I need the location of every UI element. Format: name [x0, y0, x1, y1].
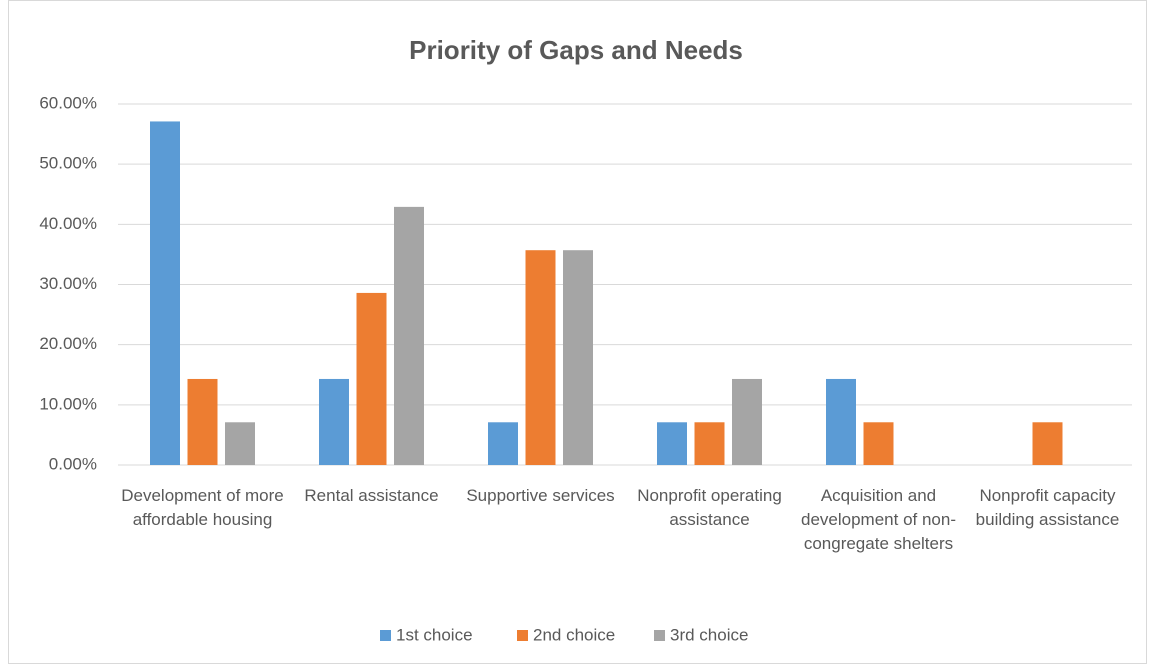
- y-tick-label: 10.00%: [39, 394, 97, 413]
- x-tick-label: Rental assistance: [304, 486, 439, 505]
- bar: [732, 378, 762, 465]
- legend-label: 2nd choice: [533, 625, 615, 644]
- bar: [563, 250, 593, 465]
- y-tick-label: 30.00%: [39, 274, 97, 293]
- x-tick-label: Nonprofit operating assistance: [637, 486, 782, 529]
- legend-label: 3rd choice: [670, 625, 748, 644]
- x-tick-label: Development of more affordable housing: [121, 486, 284, 529]
- chart-title: Priority of Gaps and Needs: [409, 35, 743, 65]
- bar: [225, 422, 255, 465]
- bar: [356, 292, 387, 465]
- legend-swatch: [517, 630, 528, 641]
- bar: [187, 378, 218, 465]
- y-tick-label: 20.00%: [39, 334, 97, 353]
- y-tick-label: 60.00%: [39, 93, 97, 112]
- y-tick-label: 0.00%: [49, 454, 97, 473]
- bar: [150, 121, 180, 465]
- bar: [394, 206, 424, 465]
- bar: [694, 422, 725, 465]
- legend-swatch: [654, 630, 665, 641]
- bar: [657, 422, 687, 465]
- y-tick-label: 40.00%: [39, 214, 97, 233]
- y-tick-label: 50.00%: [39, 154, 97, 173]
- x-tick-label: Acquisition and development of non-congr…: [801, 486, 956, 553]
- bar: [863, 422, 894, 465]
- bar: [826, 378, 856, 465]
- bar: [1032, 422, 1063, 465]
- bar: [319, 378, 349, 465]
- x-tick-label: Supportive services: [466, 486, 615, 505]
- x-tick-label: Nonprofit capacity building assistance: [975, 486, 1120, 529]
- bar: [525, 250, 556, 465]
- chart-frame: [8, 0, 1147, 664]
- bar: [488, 422, 518, 465]
- legend-swatch: [380, 630, 391, 641]
- legend-label: 1st choice: [396, 625, 473, 644]
